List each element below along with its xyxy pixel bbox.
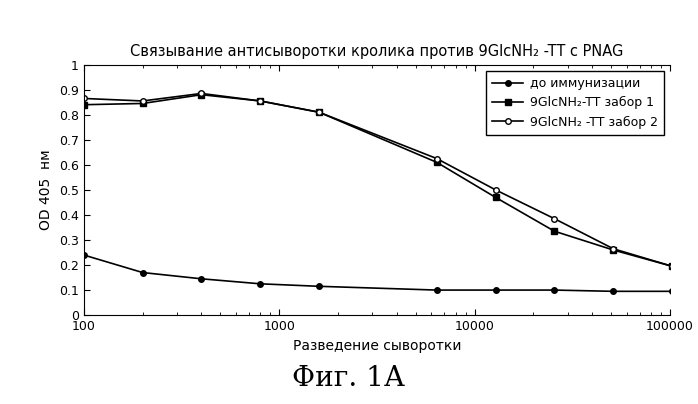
9GlcNH₂-TT забор 1 [198, 92, 206, 97]
до иммунизации [138, 270, 147, 275]
Line: 9GlcNH₂-TT забор 1: 9GlcNH₂-TT забор 1 [81, 92, 675, 269]
9GlcNH₂-TT забор 1 [491, 195, 500, 200]
Line: до иммунизации: до иммунизации [81, 252, 675, 294]
9GlcNH₂-TT забор 1 [668, 264, 676, 269]
до иммунизации [315, 284, 323, 289]
X-axis label: Разведение сыворотки: Разведение сыворотки [292, 339, 461, 353]
до иммунизации [80, 252, 88, 257]
9GlcNH₂ -TT забор 2 [138, 99, 147, 103]
9GlcNH₂ -TT забор 2 [198, 91, 206, 96]
9GlcNH₂-TT забор 1 [256, 99, 265, 103]
Text: Фиг. 1А: Фиг. 1А [292, 365, 406, 392]
до иммунизации [609, 289, 618, 294]
до иммунизации [256, 281, 265, 286]
Y-axis label: OD 405  нм: OD 405 нм [39, 149, 53, 230]
9GlcNH₂ -TT забор 2 [668, 264, 676, 269]
9GlcNH₂ -TT забор 2 [491, 187, 500, 192]
9GlcNH₂ -TT забор 2 [80, 96, 88, 101]
9GlcNH₂ -TT забор 2 [315, 110, 323, 115]
9GlcNH₂-TT забор 1 [315, 110, 323, 115]
9GlcNH₂ -TT забор 2 [550, 216, 558, 221]
9GlcNH₂-TT забор 1 [138, 101, 147, 106]
9GlcNH₂-TT забор 1 [609, 248, 618, 252]
9GlcNH₂-TT забор 1 [80, 102, 88, 107]
до иммунизации [491, 288, 500, 292]
Line: 9GlcNH₂ -TT забор 2: 9GlcNH₂ -TT забор 2 [81, 90, 675, 269]
9GlcNH₂-TT забор 1 [550, 229, 558, 234]
до иммунизации [433, 288, 441, 292]
9GlcNH₂-TT забор 1 [433, 160, 441, 165]
Legend: до иммунизации, 9GlcNH₂-TT забор 1, 9GlcNH₂ -TT забор 2: до иммунизации, 9GlcNH₂-TT забор 1, 9Glc… [486, 71, 664, 135]
до иммунизации [198, 276, 206, 281]
до иммунизации [550, 288, 558, 292]
до иммунизации [668, 289, 676, 294]
9GlcNH₂ -TT забор 2 [433, 156, 441, 161]
9GlcNH₂ -TT забор 2 [256, 99, 265, 103]
9GlcNH₂ -TT забор 2 [609, 246, 618, 251]
Title: Связывание антисыворотки кролика против 9GlcNH₂ -TT с PNAG: Связывание антисыворотки кролика против … [131, 44, 623, 59]
